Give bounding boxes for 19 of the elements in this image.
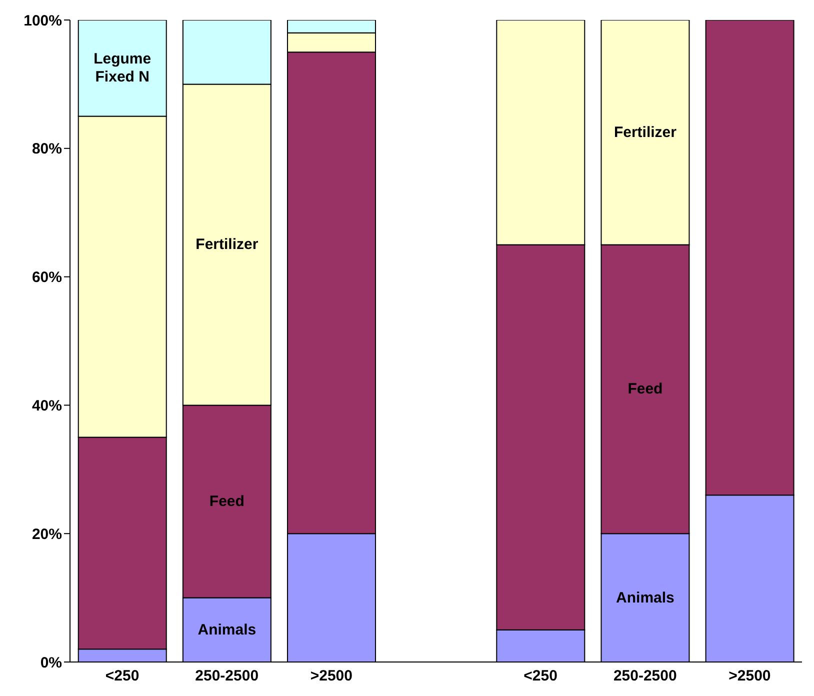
text: Fertilizer	[614, 124, 676, 141]
x-tick-label: 250-2500	[613, 668, 677, 685]
y-tick-label: 60%	[32, 269, 62, 286]
text: Feed	[628, 380, 663, 398]
x-tick-label: 250-2500	[195, 668, 259, 685]
x-tick-label: <250	[105, 668, 140, 685]
y-tick-label: 80%	[32, 140, 62, 158]
series-label: Fertilizer	[196, 236, 258, 254]
x-tick-label: <250	[524, 668, 558, 685]
y-tick-label: 100%	[24, 12, 62, 30]
series-label: Animals	[616, 589, 674, 606]
y-tick-label: 40%	[32, 398, 62, 415]
y-tick-label: 0%	[40, 654, 62, 672]
series-label: Legume Fixed N	[94, 50, 152, 86]
y-tick-label: 20%	[32, 526, 62, 543]
series-label: Feed	[209, 493, 244, 510]
x-tick-label: >2500	[310, 668, 352, 685]
text: Animals	[198, 621, 256, 638]
x-tick-label: >2500	[728, 668, 771, 685]
